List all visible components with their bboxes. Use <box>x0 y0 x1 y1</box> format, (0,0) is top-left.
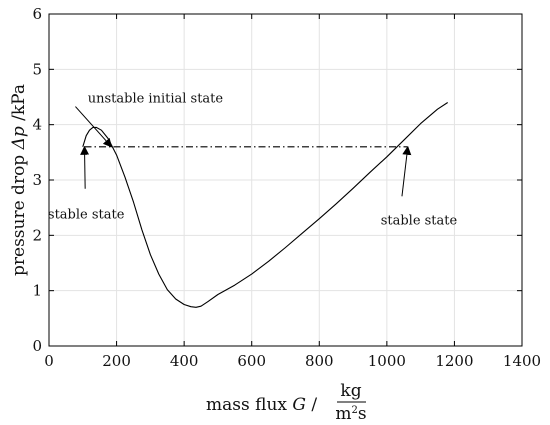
x-axis-label: mass flux G / kg m2s <box>206 381 367 424</box>
x-label-symbol: G <box>292 395 306 415</box>
svg-text:mass flux G /: mass flux G / <box>206 395 317 415</box>
y-tick-label-0: 0 <box>32 337 42 355</box>
x-tick-label-5: 1000 <box>368 352 406 370</box>
y-label-suffix: /kPa <box>9 84 29 126</box>
x-tick-label-6: 1200 <box>435 352 473 370</box>
annotation-arrow-stable-left <box>80 145 90 189</box>
y-tick-label-2: 2 <box>32 226 42 244</box>
x-label-unit-den-base: m <box>335 404 351 424</box>
y-tick-label-3: 3 <box>32 171 42 189</box>
y-tick-label-5: 5 <box>32 60 42 78</box>
y-tick-label-1: 1 <box>32 282 42 300</box>
ticks: 0 200 400 600 800 1000 1200 1400 0 1 2 3 4 5 6 <box>32 5 541 370</box>
svg-text:m2s: m2s <box>335 404 366 424</box>
annotation-arrow-stable-right <box>401 145 412 197</box>
y-tick-label-6: 6 <box>32 5 42 23</box>
series-line-0 <box>82 102 449 308</box>
annotation-label-unstable: unstable initial state <box>88 92 224 107</box>
y-label-symbol: Δp <box>9 126 29 150</box>
x-label-unit-den-sup: 2 <box>352 405 358 416</box>
x-label-unit-den-tail: s <box>358 404 367 424</box>
x-label-unit-num: kg <box>340 381 361 401</box>
y-tick-label-4: 4 <box>32 116 42 134</box>
x-label-prefix: mass flux <box>206 395 292 415</box>
x-tick-label-4: 800 <box>305 352 334 370</box>
x-tick-label-2: 400 <box>170 352 199 370</box>
x-tick-label-3: 600 <box>237 352 266 370</box>
annotation-label-stable-right: stable state <box>381 213 458 228</box>
y-label-prefix: pressure drop <box>9 149 29 276</box>
annotation-arrow-unstable <box>75 106 113 148</box>
x-tick-label-7: 1400 <box>503 352 541 370</box>
x-tick-label-0: 0 <box>44 352 54 370</box>
x-label-separator: / <box>306 395 317 415</box>
y-axis-label: pressure drop Δp /kPa <box>9 84 29 276</box>
annotations: unstable initial state stable state stable… <box>48 92 458 229</box>
series-group <box>82 102 449 308</box>
x-tick-label-1: 200 <box>102 352 131 370</box>
annotation-label-stable-left: stable state <box>48 208 125 223</box>
